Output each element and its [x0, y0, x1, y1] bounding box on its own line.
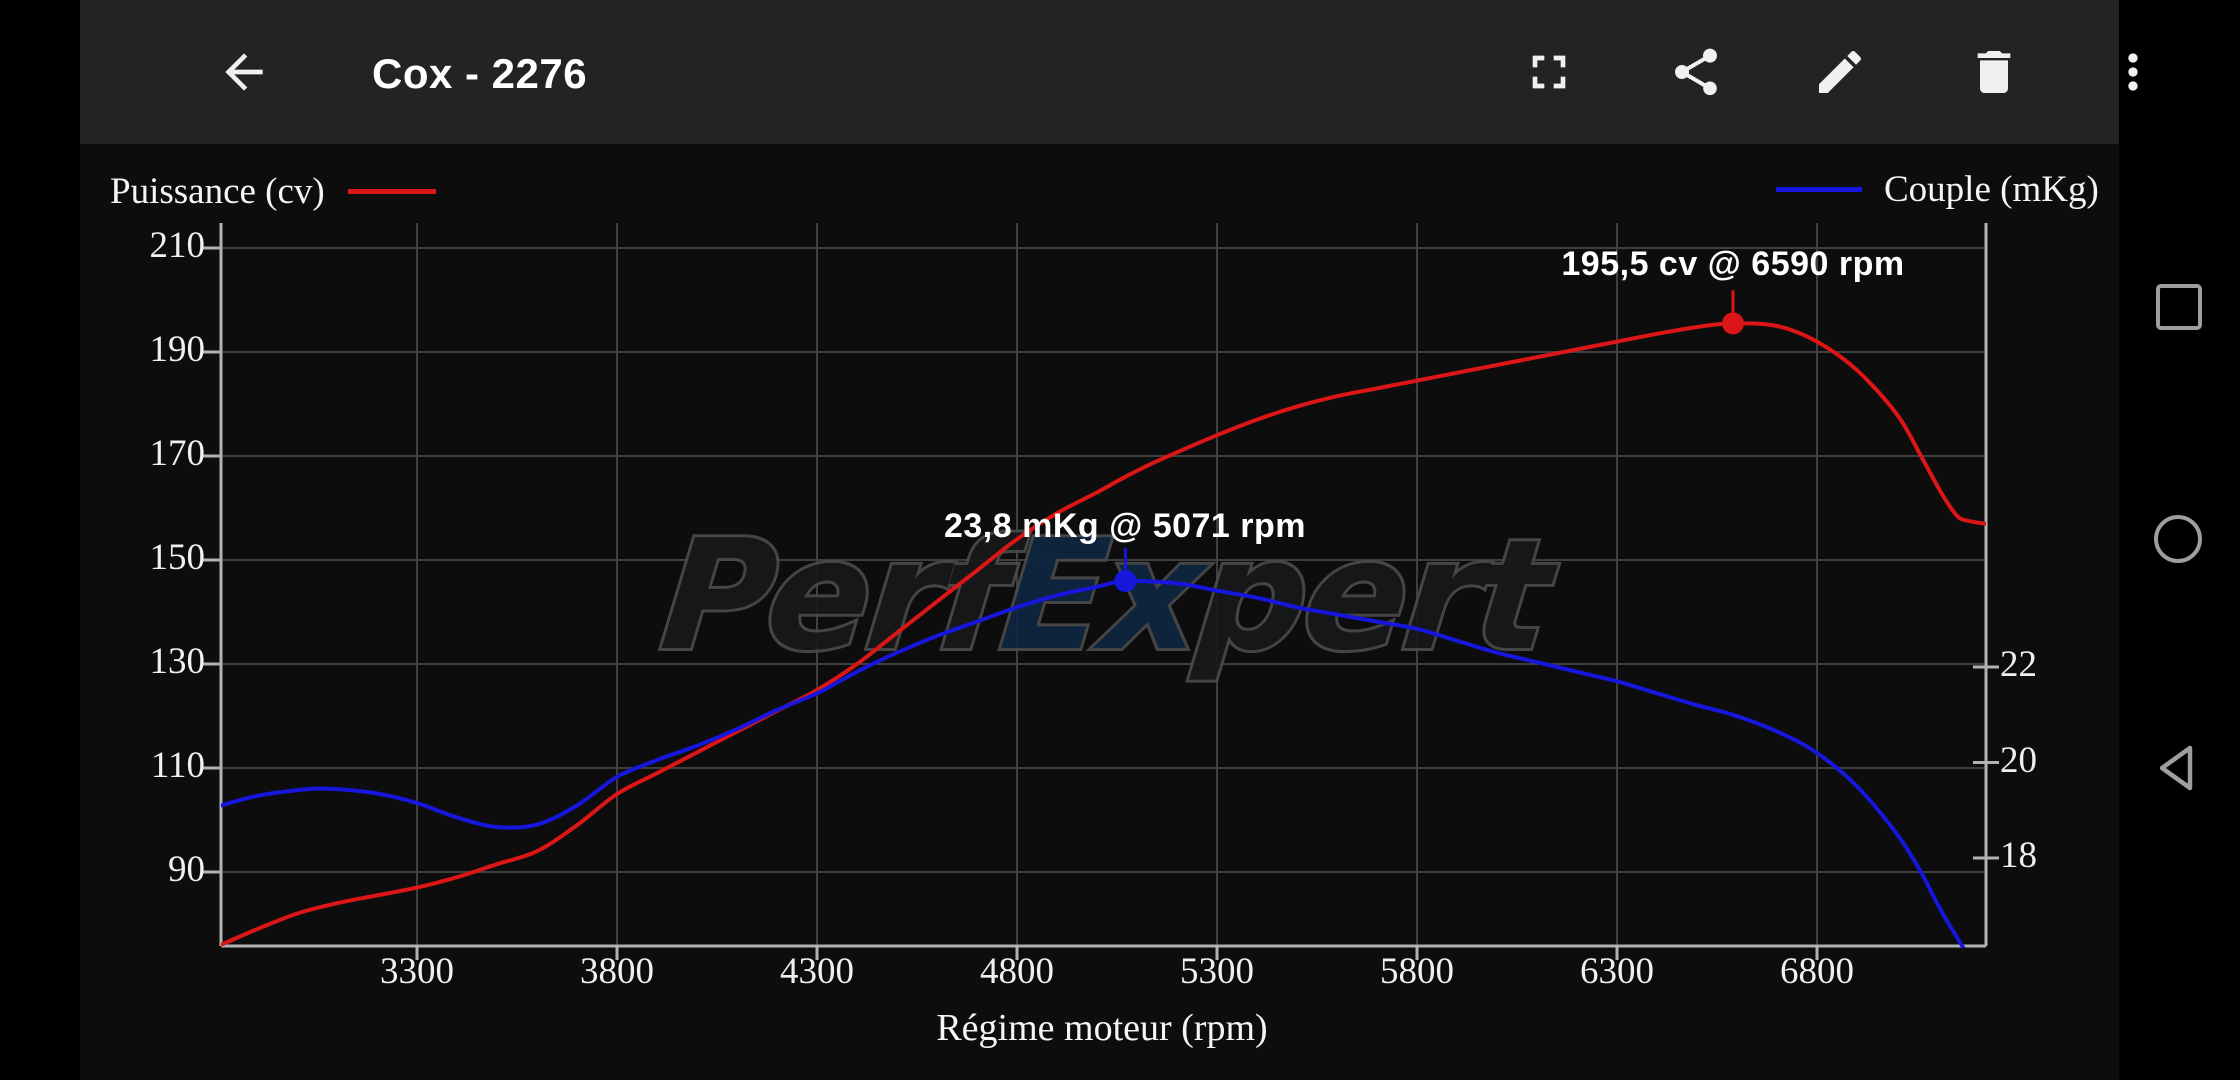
android-back-button[interactable] — [2152, 740, 2208, 796]
power-tick-170: 170 — [149, 433, 206, 474]
rpm-tick-4800: 4800 — [980, 951, 1054, 992]
delete-trash-icon[interactable] — [1966, 44, 2022, 100]
power-tick-210: 210 — [149, 225, 206, 266]
power-tick-110: 110 — [150, 745, 205, 786]
rpm-tick-3300: 3300 — [380, 951, 454, 992]
fullscreen-icon[interactable] — [1521, 44, 1577, 100]
torque-tick-18: 18 — [2000, 835, 2037, 876]
rpm-tick-3800: 3800 — [580, 951, 654, 992]
torque-peak-annotation: 23,8 mKg @ 5071 rpm — [943, 507, 1307, 545]
legend-power-swatch — [348, 189, 436, 194]
edit-pencil-icon[interactable] — [1812, 44, 1868, 100]
page-title: Cox - 2276 — [372, 50, 588, 97]
app-bar: Cox - 2276 — [80, 0, 2138, 144]
legend-torque-swatch — [1776, 187, 1862, 192]
rpm-tick-5800: 5800 — [1380, 951, 1454, 992]
overflow-menu-icon[interactable] — [2105, 44, 2161, 100]
legend-power-label: Puissance (cv) — [110, 171, 325, 212]
back-arrow-icon[interactable] — [216, 44, 272, 100]
power-peak-dot — [1722, 312, 1744, 335]
torque-tick-20: 20 — [2000, 739, 2037, 781]
android-home-button[interactable] — [2154, 515, 2202, 563]
x-axis-title: Régime moteur (rpm) — [936, 1007, 1268, 1049]
rpm-tick-4300: 4300 — [780, 951, 854, 992]
android-recents-button[interactable] — [2156, 284, 2202, 330]
torque-peak-dot — [1114, 570, 1137, 593]
legend-torque-label: Couple (mKg) — [1884, 169, 2099, 210]
power-tick-130: 130 — [149, 641, 206, 682]
axes — [203, 223, 1999, 960]
power-tick-150: 150 — [149, 537, 206, 578]
power-curve — [221, 321, 1986, 947]
chart-page-background — [80, 144, 2119, 1080]
power-peak-annotation: 195,5 cv @ 6590 rpm — [1561, 245, 1905, 283]
power-tick-190: 190 — [149, 329, 206, 370]
torque-tick-22: 22 — [2000, 644, 2037, 685]
rpm-tick-5300: 5300 — [1180, 951, 1254, 992]
rpm-tick-6300: 6300 — [1580, 951, 1654, 992]
power-tick-90: 90 — [168, 849, 205, 890]
rpm-tick-6800: 6800 — [1780, 951, 1854, 992]
share-icon[interactable] — [1668, 44, 1724, 100]
